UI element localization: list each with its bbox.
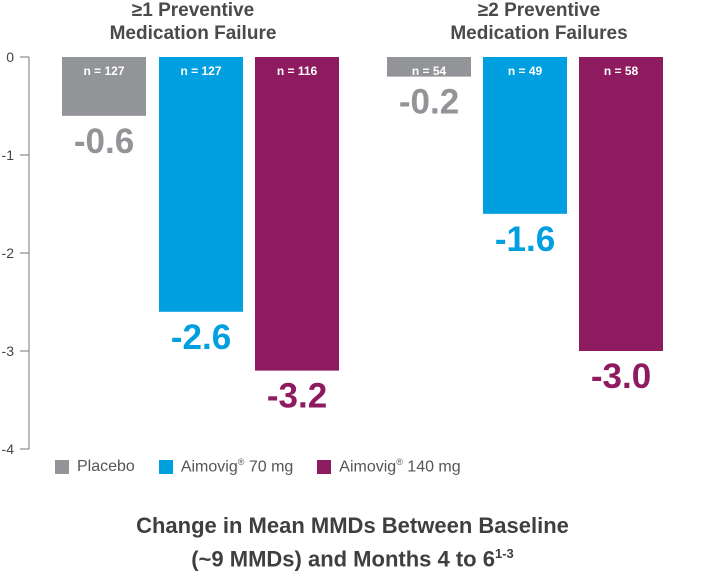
caption-line-2: (~9 MMDs) and Months 4 to 61-3 <box>191 546 514 572</box>
value-label: -2.6 <box>171 318 231 357</box>
legend-label-aimovig-70: Aimovig® 70 mg <box>180 457 294 476</box>
legend-swatch-aimovig-140 <box>317 459 332 474</box>
bar <box>579 57 663 351</box>
bar <box>62 57 146 116</box>
bars <box>62 57 663 371</box>
n-label: n = 58 <box>604 64 639 78</box>
legend-label-placebo: Placebo <box>77 457 135 475</box>
chart-caption: Change in Mean MMDs Between Baseline (~9… <box>0 512 705 573</box>
value-label: -3.2 <box>267 377 327 416</box>
n-label: n = 116 <box>277 64 318 78</box>
legend-label-aimovig-140: Aimovig® 140 mg <box>339 457 461 476</box>
legend-item-aimovig-70: Aimovig® 70 mg <box>158 457 294 476</box>
n-label: n = 54 <box>412 64 447 78</box>
y-axis: 0 -1 -2 -3 -4 <box>2 49 30 457</box>
caption-line-1: Change in Mean MMDs Between Baseline <box>136 513 569 538</box>
bar <box>255 57 339 371</box>
n-label: n = 127 <box>83 64 124 78</box>
group-title: Medication Failure <box>110 23 277 44</box>
legend-swatch-aimovig-70 <box>158 459 173 474</box>
bar <box>483 57 567 214</box>
value-label: -0.2 <box>399 83 459 122</box>
legend-item-placebo: Placebo <box>55 458 135 476</box>
legend: Placebo Aimovig® 70 mg Aimovig® 140 mg <box>55 457 485 476</box>
group-title: ≥2 Preventive <box>478 0 600 21</box>
n-label: n = 127 <box>180 64 221 78</box>
value-label: -0.6 <box>74 122 134 161</box>
y-tick-label: -1 <box>2 147 15 163</box>
bar <box>159 57 243 312</box>
group-title: ≥1 Preventive <box>132 0 254 21</box>
value-label: -1.6 <box>495 220 555 259</box>
legend-swatch-placebo <box>55 459 69 474</box>
y-tick-label: -3 <box>2 343 15 359</box>
legend-item-aimovig-140: Aimovig® 140 mg <box>317 457 461 476</box>
y-tick-label: 0 <box>6 49 14 65</box>
y-tick-label: -2 <box>2 245 15 261</box>
n-label: n = 49 <box>508 64 543 78</box>
y-tick-label: -4 <box>2 441 15 457</box>
value-label: -3.0 <box>591 357 651 396</box>
group-title: Medication Failures <box>450 23 627 44</box>
bar <box>387 57 471 77</box>
